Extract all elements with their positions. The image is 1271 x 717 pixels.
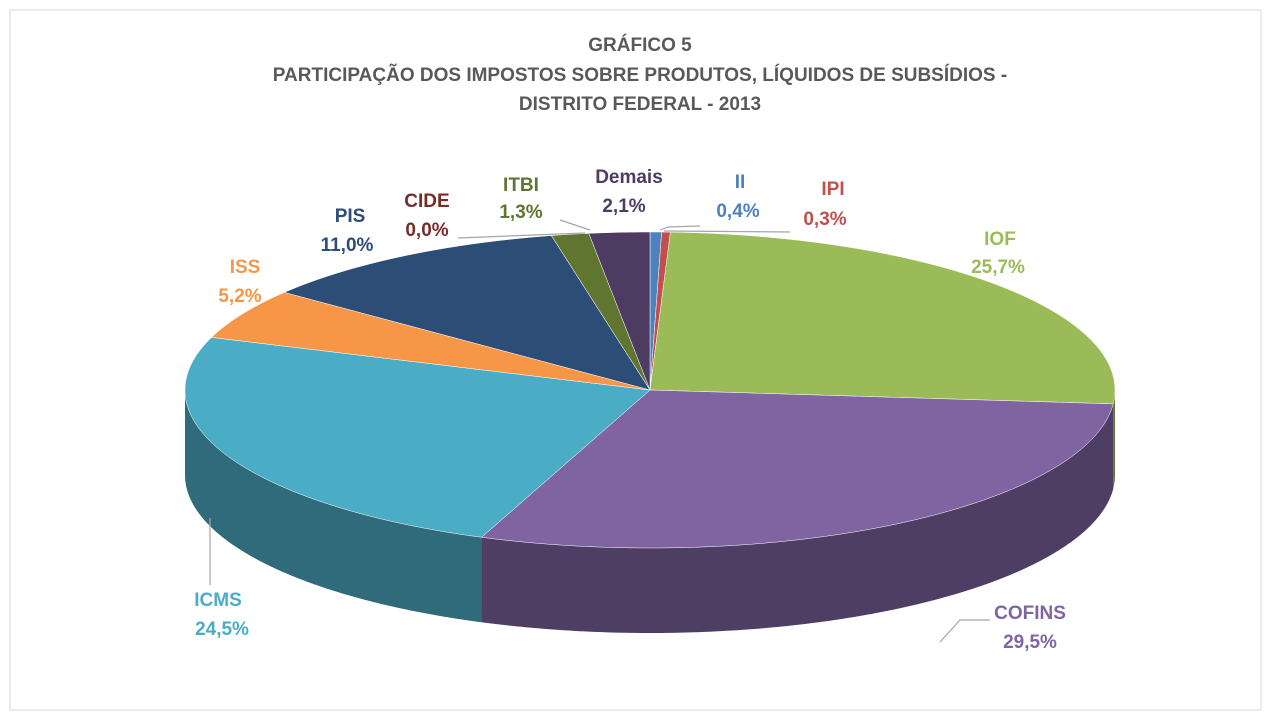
data-label-name: IOF bbox=[984, 229, 1016, 250]
data-label-value: 2,1% bbox=[602, 196, 645, 217]
pie-slice bbox=[588, 231, 651, 391]
data-label-name: Demais bbox=[595, 167, 663, 188]
data-label-name: II bbox=[735, 172, 746, 193]
data-label-name: ISS bbox=[230, 257, 261, 278]
leader-line bbox=[663, 230, 791, 233]
pie-slice bbox=[649, 231, 1116, 405]
data-label-value: 5,2% bbox=[218, 286, 261, 307]
data-label-name: COFINS bbox=[994, 603, 1066, 624]
data-label-value: 0,3% bbox=[803, 209, 846, 230]
pie-side bbox=[1113, 390, 1115, 489]
leader-line bbox=[559, 219, 591, 231]
leader-line bbox=[939, 619, 990, 643]
frame bbox=[9, 9, 1262, 711]
data-label-name: ITBI bbox=[503, 175, 539, 196]
data-label-value: 24,5% bbox=[195, 619, 249, 640]
data-label-name: PIS bbox=[335, 206, 366, 227]
leader-line bbox=[659, 225, 701, 231]
pie-slice bbox=[210, 292, 651, 391]
pie-side bbox=[481, 403, 1114, 633]
pie-slice bbox=[184, 337, 651, 538]
data-label-value: 0,4% bbox=[716, 201, 759, 222]
data-label-name: IPI bbox=[821, 179, 844, 200]
pie-side bbox=[185, 390, 482, 623]
data-label-name: ICMS bbox=[194, 590, 242, 611]
chart-subtitle: DISTRITO FEDERAL - 2013 bbox=[519, 94, 761, 115]
chart-title: GRÁFICO 5 bbox=[588, 34, 692, 56]
data-label-value: 29,5% bbox=[1003, 632, 1057, 653]
pie-slice bbox=[480, 389, 1114, 549]
data-label-value: 1,3% bbox=[499, 202, 542, 223]
data-label-value: 11,0% bbox=[321, 235, 374, 256]
data-label-value: 25,7% bbox=[971, 257, 1025, 278]
data-label-name: CIDE bbox=[404, 191, 449, 212]
pie-slice bbox=[550, 233, 651, 391]
data-label-value: 0,0% bbox=[405, 220, 448, 241]
leader-line bbox=[457, 232, 586, 239]
chart-subtitle: PARTICIPAÇÃO DOS IMPOSTOS SOBRE PRODUTOS… bbox=[273, 64, 1007, 86]
pie-slice bbox=[283, 235, 651, 391]
